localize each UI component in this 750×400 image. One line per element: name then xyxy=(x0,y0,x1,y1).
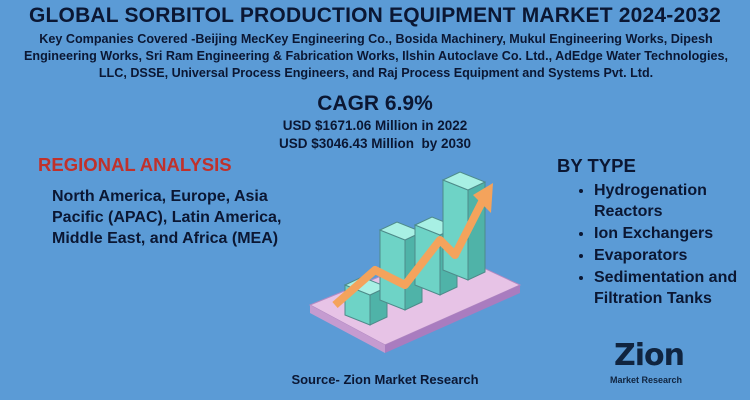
type-heading: BY TYPE xyxy=(557,155,636,176)
regional-heading: REGIONAL ANALYSIS xyxy=(38,154,232,175)
value-2022: USD $1671.06 Million in 2022 xyxy=(282,118,468,133)
platform-side xyxy=(385,285,520,353)
title: GLOBAL SORBITOL PRODUCTION EQUIPMENT MAR… xyxy=(28,4,722,27)
bar-illustration xyxy=(308,171,522,353)
companies: Key Companies Covered -Beijing MecKey En… xyxy=(24,32,728,80)
type-item: Ion Exchangers xyxy=(594,223,750,244)
arrow-head xyxy=(473,183,493,213)
type-item: Hydrogenation Reactors xyxy=(594,180,750,222)
cagr: CAGR 6.9% xyxy=(317,92,433,115)
platform-side xyxy=(310,305,385,353)
logo: Zion xyxy=(614,338,685,373)
source: Source- Zion Market Research xyxy=(291,372,479,387)
logo-subtitle: Market Research xyxy=(610,375,683,385)
trend-arrow xyxy=(332,198,487,309)
type-item: Evaporators xyxy=(594,245,750,266)
type-list: Hydrogenation Reactors Ion Exchangers Ev… xyxy=(572,180,750,310)
type-item: Sedimentation and Filtration Tanks xyxy=(594,267,750,309)
regional-text: North America, Europe, Asia Pacific (APA… xyxy=(52,188,282,247)
value-2030: USD $3046.43 Million by 2030 xyxy=(278,136,472,151)
